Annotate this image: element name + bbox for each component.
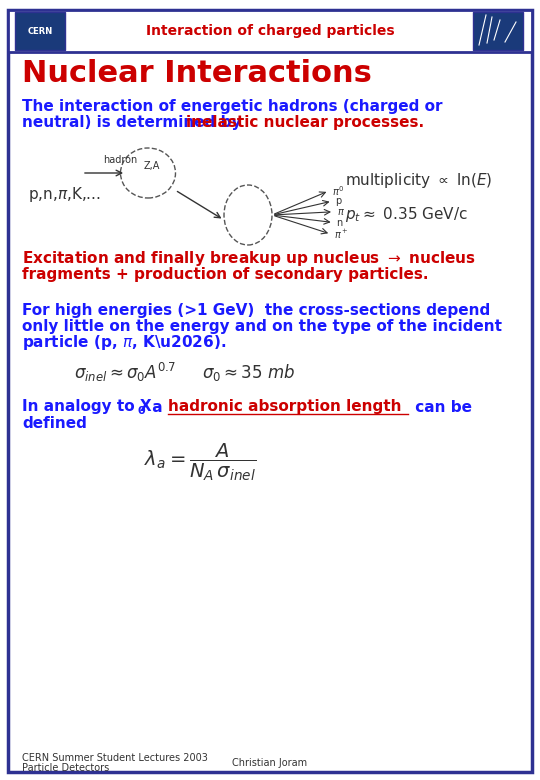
Text: Nuclear Interactions: Nuclear Interactions — [22, 59, 372, 88]
Text: $\sigma_{inel} \approx \sigma_0 A^{0.7}$     $\sigma_0 \approx 35\ mb$: $\sigma_{inel} \approx \sigma_0 A^{0.7}$… — [75, 360, 296, 384]
Text: CERN: CERN — [28, 27, 52, 36]
Text: hadronic absorption length: hadronic absorption length — [168, 399, 402, 414]
Text: multiplicity $\propto$ ln($E$): multiplicity $\propto$ ln($E$) — [345, 171, 492, 190]
Text: In analogy to X: In analogy to X — [22, 399, 152, 414]
Text: The interaction of energetic hadrons (charged or: The interaction of energetic hadrons (ch… — [22, 98, 442, 114]
Text: a: a — [147, 399, 168, 414]
Text: $\pi$: $\pi$ — [337, 207, 345, 217]
Text: p: p — [335, 196, 342, 206]
FancyBboxPatch shape — [15, 12, 65, 50]
Text: Interaction of charged particles: Interaction of charged particles — [146, 24, 394, 38]
Text: fragments + production of secondary particles.: fragments + production of secondary part… — [22, 267, 429, 282]
Text: Particle Detectors: Particle Detectors — [22, 763, 109, 773]
Text: can be: can be — [410, 399, 472, 414]
Text: defined: defined — [22, 416, 87, 431]
Text: Christian Joram: Christian Joram — [232, 758, 308, 768]
FancyBboxPatch shape — [473, 12, 523, 50]
Text: neutral) is determined by: neutral) is determined by — [22, 115, 247, 129]
Text: 0: 0 — [138, 406, 146, 416]
Text: $\lambda_a = \dfrac{A}{N_A \, \sigma_{inel}}$: $\lambda_a = \dfrac{A}{N_A \, \sigma_{in… — [144, 441, 256, 483]
Text: CERN Summer Student Lectures 2003: CERN Summer Student Lectures 2003 — [22, 753, 208, 763]
Text: particle (p, $\pi$, K\u2026).: particle (p, $\pi$, K\u2026). — [22, 332, 226, 352]
Text: $p_t \approx$ 0.35 GeV/c: $p_t \approx$ 0.35 GeV/c — [345, 205, 468, 225]
Text: hadron: hadron — [103, 155, 137, 165]
FancyBboxPatch shape — [8, 10, 532, 772]
Text: For high energies (>1 GeV)  the cross-sections depend: For high energies (>1 GeV) the cross-sec… — [22, 303, 490, 317]
Text: $\pi^0$: $\pi^0$ — [332, 184, 345, 197]
Text: n: n — [336, 218, 343, 228]
Text: p,n,$\pi$,K,...: p,n,$\pi$,K,... — [28, 186, 101, 204]
Text: only little on the energy and on the type of the incident: only little on the energy and on the typ… — [22, 318, 502, 334]
Text: Excitation and finally breakup up nucleus $\rightarrow$ nucleus: Excitation and finally breakup up nucleu… — [22, 249, 476, 268]
Text: inelastic nuclear processes.: inelastic nuclear processes. — [186, 115, 424, 129]
Text: Z,A: Z,A — [144, 161, 160, 171]
Text: $\pi^+$: $\pi^+$ — [334, 228, 348, 241]
FancyBboxPatch shape — [8, 10, 532, 52]
